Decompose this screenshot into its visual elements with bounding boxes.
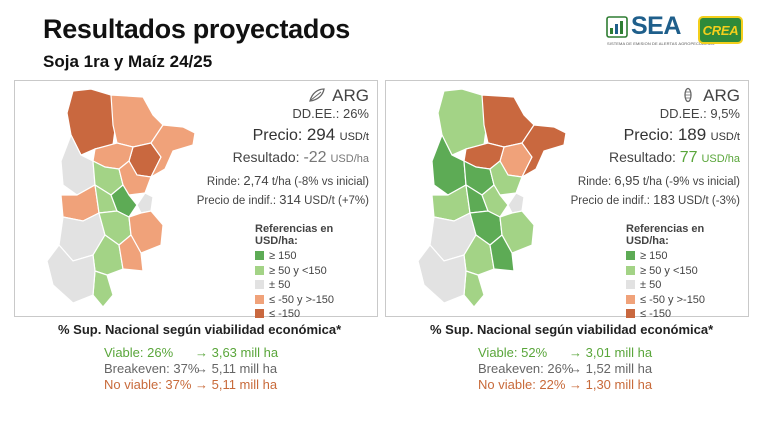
soy-indicators: ARG DD.EE.: 26% Precio: 294 USD/t Result… bbox=[197, 87, 369, 211]
corn-indif-price: Precio de indif.: 183 USD/t (-3%) bbox=[571, 193, 740, 208]
soy-indif-label: Precio de indif.: bbox=[196, 194, 277, 207]
corn-indif-label: Precio de indif.: bbox=[570, 194, 650, 207]
legend-item: ± 50 bbox=[626, 278, 748, 293]
corn-region: ARG bbox=[703, 86, 740, 105]
legend-item: ≥ 150 bbox=[255, 249, 377, 264]
soy-result: Resultado: -22 USD/ha bbox=[197, 150, 369, 166]
map-region bbox=[149, 124, 196, 179]
corn-price-value: 189 bbox=[677, 125, 707, 144]
corn-not-viable-row: No viable: 22% → 1,30 mill ha bbox=[478, 377, 653, 392]
corn-price-unit: USD/t bbox=[710, 131, 740, 143]
map-region bbox=[92, 270, 114, 308]
soy-dd-ee: DD.EE.: 26% bbox=[292, 106, 369, 121]
corn-indif-note: USD/t (-3%) bbox=[678, 194, 740, 207]
legend-item: ≥ 50 y <150 bbox=[255, 264, 377, 279]
legend-title: Referencias en USD/ha: bbox=[626, 223, 705, 247]
sea-logo-word: SEA bbox=[631, 12, 681, 40]
soy-yield: Rinde: 2,74 t/ha (-8% vs inicial) bbox=[197, 174, 369, 189]
soy-region: ARG bbox=[332, 86, 369, 105]
map-region bbox=[118, 234, 144, 272]
corn-result-label: Resultado: bbox=[608, 149, 676, 165]
corn-yield-note: t/ha (-9% vs inicial) bbox=[642, 176, 740, 188]
map-region bbox=[417, 244, 467, 304]
crea-logo: CREA bbox=[698, 16, 743, 44]
soy-yield-value: 2,74 bbox=[243, 173, 269, 188]
sea-logo-tagline: SISTEMA DE EMISION DE ALERTAS AGROPECUAR… bbox=[607, 41, 715, 46]
map-region bbox=[136, 192, 154, 214]
map-region bbox=[463, 270, 485, 308]
corn-region-header: ARG bbox=[571, 87, 740, 104]
sea-logo-icon bbox=[606, 16, 628, 38]
soy-result-label: Resultado: bbox=[232, 149, 300, 165]
legend-item: ≤ -50 y >-150 bbox=[255, 293, 377, 308]
soy-viable-row: Viable: 26% → 3,63 mill ha bbox=[104, 345, 279, 360]
soy-viability-title: % Sup. Nacional según viabilidad económi… bbox=[58, 322, 342, 337]
crea-logo-word: CREA bbox=[702, 23, 739, 38]
corn-viable-row: Viable: 52% → 3,01 mill ha bbox=[478, 345, 653, 360]
soy-indif-note: USD/t (+7%) bbox=[304, 194, 369, 207]
corn-indif-value: 183 bbox=[653, 191, 675, 207]
corn-legend: Referencias en USD/ha: ≥ 150 ≥ 50 y <150… bbox=[626, 223, 748, 322]
corn-result: Resultado: 77 USD/ha bbox=[571, 150, 740, 166]
corn-yield-label: Rinde: bbox=[577, 176, 612, 188]
map-region bbox=[507, 192, 525, 214]
soy-price-value: 294 bbox=[306, 125, 336, 144]
corn-yield: Rinde: 6,95 t/ha (-9% vs inicial) bbox=[571, 174, 740, 189]
sea-logo: SEA SISTEMA DE EMISION DE ALERTAS AGROPE… bbox=[606, 12, 714, 48]
soy-price-label: Precio: bbox=[252, 127, 303, 144]
corn-indicators: ARG DD.EE.: 9,5% Precio: 189 USD/t Resul… bbox=[571, 87, 740, 211]
legend-item: ≤ -150 bbox=[255, 307, 377, 322]
corn-price-label: Precio: bbox=[623, 127, 674, 144]
corn-icon bbox=[684, 87, 692, 103]
legend-item: ≤ -150 bbox=[626, 307, 748, 322]
argentina-map-corn bbox=[417, 88, 567, 308]
soy-not-viable-row: No viable: 37% → 5,11 mill ha bbox=[104, 377, 278, 392]
corn-breakeven-row: Breakeven: 26% → 1,52 mill ha bbox=[478, 361, 653, 376]
legend-item: ≤ -50 y >-150 bbox=[626, 293, 748, 308]
map-region bbox=[489, 234, 515, 272]
soy-results-panel: ARG DD.EE.: 26% Precio: 294 USD/t Result… bbox=[14, 80, 378, 320]
page-title: Resultados proyectados bbox=[43, 14, 350, 44]
soy-yield-note: t/ha (-8% vs inicial) bbox=[271, 176, 369, 188]
soy-breakeven-row: Breakeven: 37% → 5,11 mill ha bbox=[104, 361, 278, 376]
corn-results-panel: ARG DD.EE.: 9,5% Precio: 189 USD/t Resul… bbox=[385, 80, 749, 320]
legend-item: ≥ 150 bbox=[626, 249, 748, 264]
corn-result-unit: USD/ha bbox=[701, 153, 740, 165]
page-subtitle: Soja 1ra y Maíz 24/25 bbox=[43, 52, 213, 71]
soy-region-header: ARG bbox=[197, 87, 369, 104]
soy-leaf-icon bbox=[309, 88, 325, 102]
corn-result-value: 77 bbox=[679, 149, 698, 166]
soy-price: Precio: 294 USD/t bbox=[197, 126, 369, 144]
legend-item: ± 50 bbox=[255, 278, 377, 293]
soy-result-unit: USD/ha bbox=[330, 153, 369, 165]
map-region bbox=[46, 244, 96, 304]
soy-indif-value: 314 bbox=[279, 191, 301, 207]
soy-yield-label: Rinde: bbox=[206, 176, 241, 188]
legend-item: ≥ 50 y <150 bbox=[626, 264, 748, 279]
corn-price: Precio: 189 USD/t bbox=[571, 126, 740, 144]
soy-price-unit: USD/t bbox=[339, 131, 369, 143]
corn-dd-ee: DD.EE.: 9,5% bbox=[659, 106, 740, 121]
argentina-map-soy bbox=[46, 88, 196, 308]
corn-yield-value: 6,95 bbox=[614, 173, 640, 188]
soy-result-value: -22 bbox=[303, 149, 327, 166]
corn-viability-title: % Sup. Nacional según viabilidad económi… bbox=[430, 322, 714, 337]
soy-indif-price: Precio de indif.: 314 USD/t (+7%) bbox=[197, 193, 369, 208]
soy-legend: Referencias en USD/ha: ≥ 150 ≥ 50 y <150… bbox=[255, 223, 377, 322]
map-region bbox=[520, 124, 567, 179]
legend-title: Referencias en USD/ha: bbox=[255, 223, 334, 247]
